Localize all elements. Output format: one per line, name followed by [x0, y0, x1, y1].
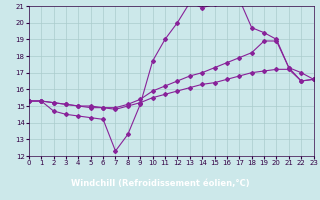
- Text: Windchill (Refroidissement éolien,°C): Windchill (Refroidissement éolien,°C): [71, 179, 249, 188]
